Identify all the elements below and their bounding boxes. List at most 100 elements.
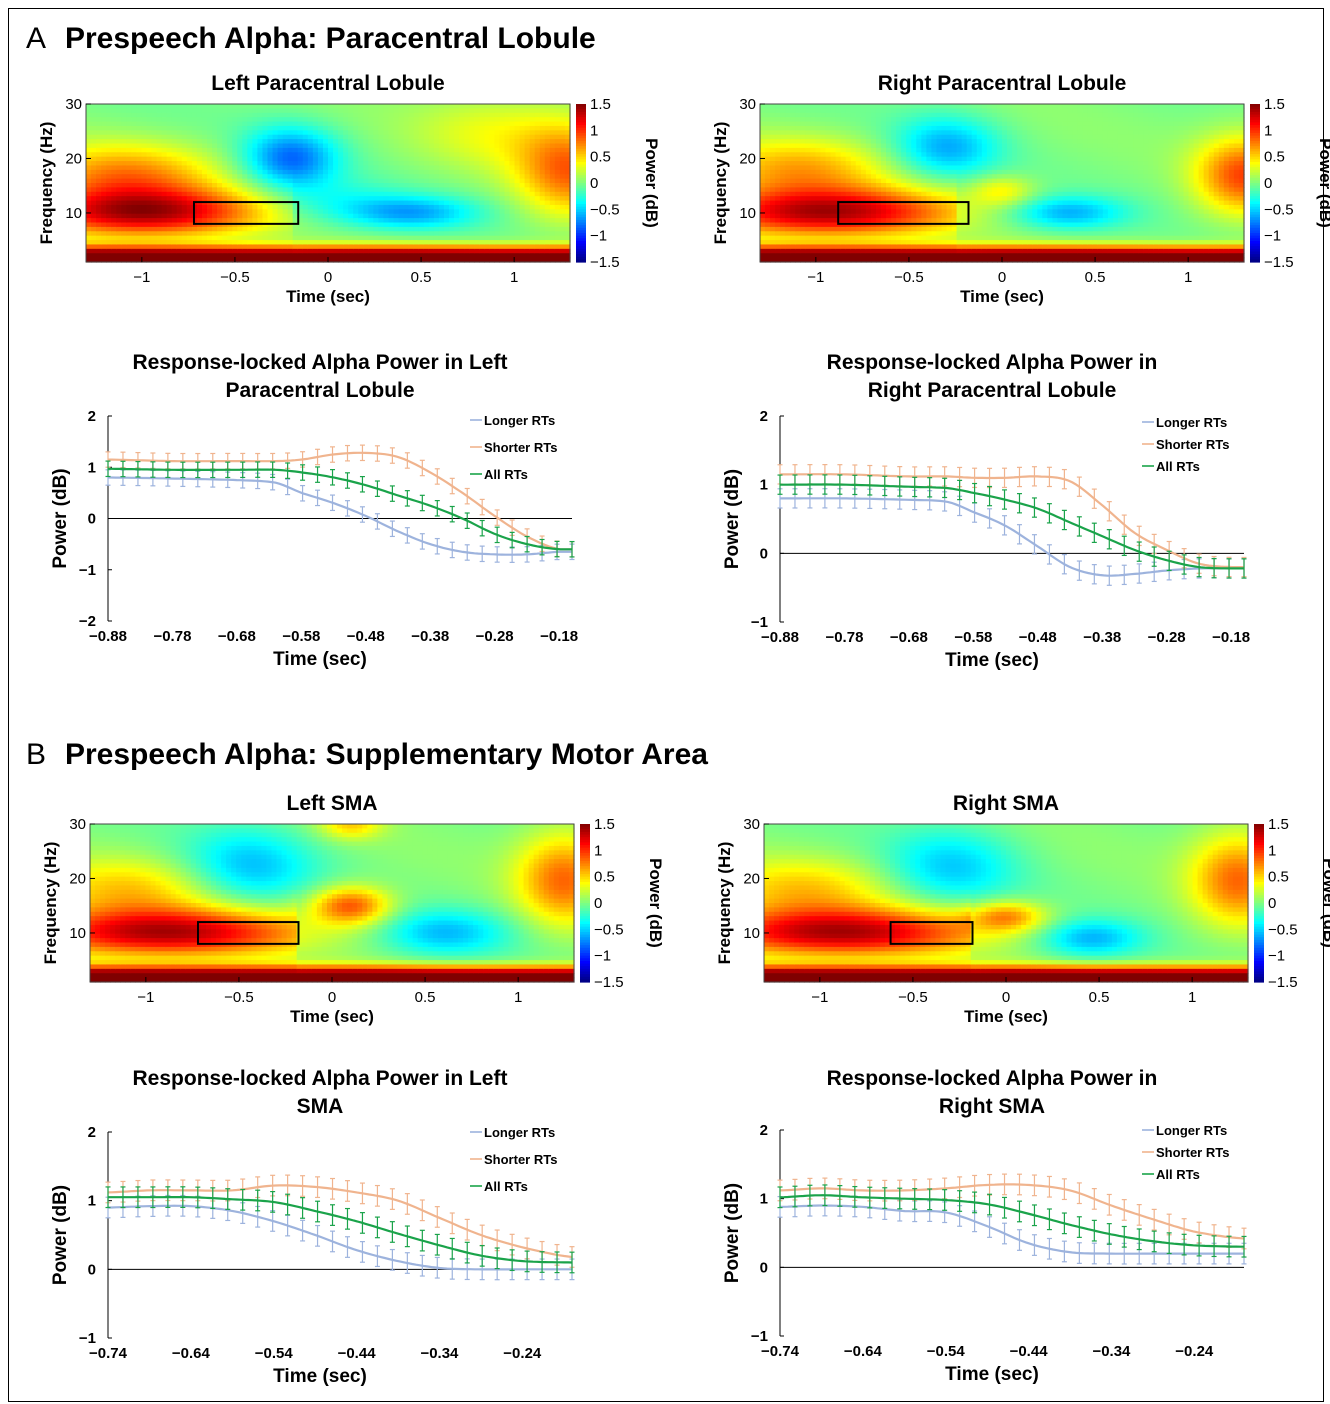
heatmap-cell	[378, 196, 385, 202]
heatmap-cell	[544, 108, 551, 114]
heatmap-cell	[227, 165, 233, 171]
heatmap-cell	[770, 240, 776, 246]
heatmap-cell	[312, 165, 319, 171]
heatmap-cell	[287, 108, 294, 114]
heatmap-cell	[921, 257, 927, 263]
heatmap-cell	[815, 152, 822, 158]
heatmap-cell	[494, 257, 501, 263]
heatmap-cell	[554, 130, 561, 136]
heatmap-cell	[479, 130, 485, 136]
heatmap-cell	[292, 257, 299, 263]
heatmap-cell	[916, 204, 922, 210]
heatmap-cell	[449, 156, 455, 162]
heatmap-cell	[171, 134, 178, 140]
heatmap-cell	[413, 174, 420, 180]
heatmap-cell	[232, 125, 238, 131]
heatmap-cell	[534, 134, 541, 140]
heatmap-cell	[131, 257, 138, 263]
heatmap-cell	[810, 108, 817, 114]
heatmap-cell	[760, 191, 766, 197]
heatmap-cell	[257, 183, 264, 188]
heatmap-cell	[881, 139, 887, 145]
heatmap-cell	[886, 174, 892, 180]
heatmap-cell	[785, 235, 791, 241]
heatmap-cell	[186, 253, 193, 259]
heatmap-cell	[307, 139, 314, 145]
heatmap-cell	[338, 235, 344, 241]
heatmap-cell	[237, 178, 243, 184]
heatmap-cell	[217, 253, 223, 259]
heatmap-cell	[554, 112, 561, 118]
heatmap-cell	[166, 156, 173, 162]
heatmap-cell	[524, 108, 531, 114]
heatmap-cell	[956, 222, 963, 228]
heatmap-cell	[423, 253, 430, 259]
heatmap-cell	[116, 253, 122, 259]
heatmap-cell	[86, 134, 92, 140]
heatmap-cell	[383, 218, 390, 224]
heatmap-cell	[277, 204, 284, 210]
heatmap-cell	[287, 191, 294, 197]
heatmap-cell	[785, 240, 791, 246]
heatmap-cell	[564, 104, 571, 109]
heatmap-cell	[544, 147, 551, 153]
heatmap-cell	[956, 165, 963, 171]
heatmap-cell	[131, 231, 138, 237]
heatmap-cell	[171, 183, 178, 188]
colorbar-segment	[576, 238, 586, 242]
heatmap-cell	[136, 117, 143, 123]
heatmap-cell	[474, 213, 480, 219]
heatmap-cell	[101, 191, 107, 197]
heatmap-cell	[358, 104, 364, 109]
heatmap-cell	[780, 117, 786, 123]
heatmap-cell	[86, 130, 92, 136]
heatmap-cell	[479, 108, 485, 114]
heatmap-cell	[931, 240, 938, 246]
heatmap-cell	[449, 240, 455, 246]
heatmap-cell	[136, 209, 143, 215]
heatmap-cell	[151, 152, 158, 158]
heatmap-cell	[267, 218, 274, 224]
heatmap-cell	[539, 130, 546, 136]
heatmap-cell	[272, 218, 279, 224]
heatmap-cell	[946, 169, 953, 175]
heatmap-cell	[423, 130, 430, 136]
heatmap-cell	[855, 204, 862, 210]
heatmap-cell	[760, 209, 766, 215]
heatmap-cell	[840, 257, 847, 263]
heatmap-cell	[348, 134, 354, 140]
heatmap-cell	[830, 222, 837, 228]
heatmap-cell	[810, 226, 817, 232]
heatmap-cell	[454, 112, 460, 118]
heatmap-cell	[207, 121, 213, 127]
heatmap-cell	[232, 108, 238, 114]
heatmap-cell	[464, 191, 470, 197]
heatmap-cell	[363, 117, 369, 123]
heatmap-cell	[101, 248, 107, 254]
heatmap-cell	[464, 240, 470, 246]
heatmap-cell	[237, 240, 243, 246]
heatmap-cell	[469, 134, 475, 140]
heatmap-cell	[499, 200, 506, 206]
heatmap-cell	[509, 257, 516, 263]
heatmap-cell	[564, 248, 571, 254]
heatmap-cell	[484, 187, 490, 193]
heatmap-cell	[151, 161, 158, 167]
heatmap-cell	[146, 235, 153, 241]
heatmap-cell	[302, 152, 309, 158]
heatmap-cell	[479, 218, 485, 224]
heatmap-cell	[509, 104, 516, 109]
heatmap-cell	[272, 134, 279, 140]
heatmap-cell	[418, 209, 425, 215]
heatmap-cell	[408, 147, 415, 153]
heatmap-cell	[765, 134, 771, 140]
heatmap-cell	[126, 222, 132, 228]
heatmap-cell	[328, 196, 334, 202]
heatmap-cell	[891, 204, 897, 210]
heatmap-cell	[810, 104, 817, 109]
heatmap-cell	[383, 196, 390, 202]
heatmap-cell	[760, 161, 766, 167]
heatmap-cell	[800, 244, 806, 250]
heatmap-cell	[322, 174, 329, 180]
heatmap-cell	[368, 152, 374, 158]
